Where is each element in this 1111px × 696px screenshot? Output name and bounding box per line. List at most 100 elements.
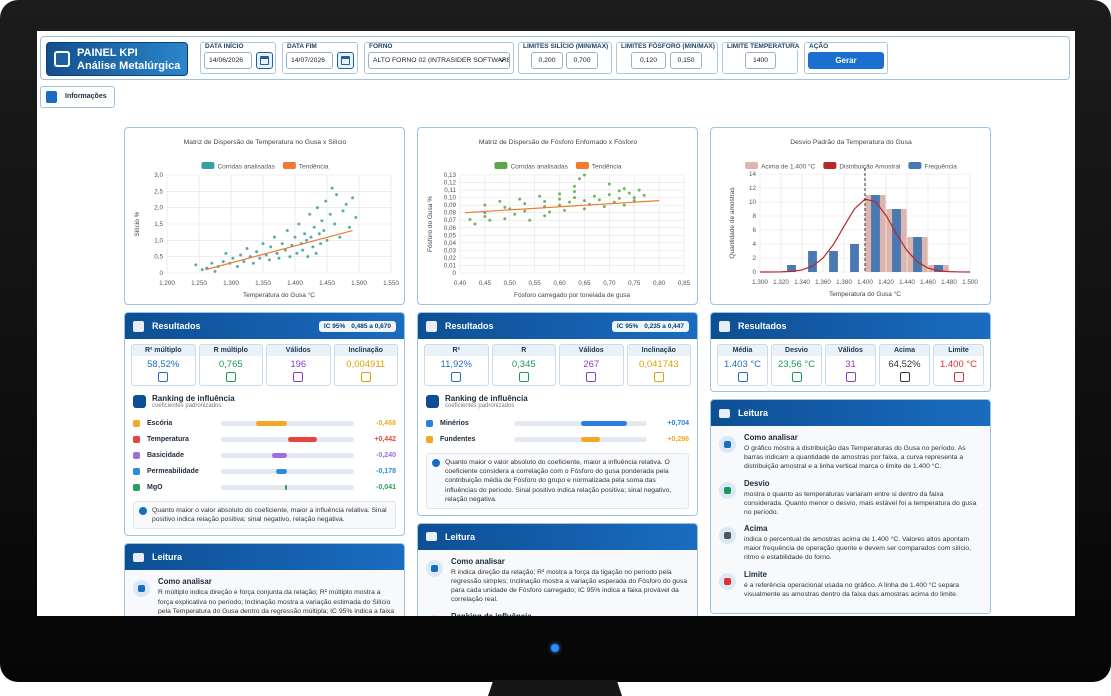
calendar-button[interactable] (256, 52, 273, 69)
scatter-point (267, 258, 271, 262)
x-tick-label: 1.420 (878, 279, 894, 286)
legend-label: Distribuição Amostral (839, 164, 901, 171)
y-tick-label: 2,5 (154, 188, 163, 195)
ranking-icon (133, 395, 146, 408)
scatter-point (235, 264, 239, 268)
scatter-point (528, 218, 532, 222)
scatter-point (335, 193, 339, 197)
metric-tile: Média 1.403 °C (717, 344, 768, 386)
monitor-stand (488, 680, 622, 696)
reading-title: Leitura (445, 531, 476, 542)
reading-header: Leitura (125, 544, 404, 571)
y-tick-label: 0,03 (444, 247, 457, 254)
histogram-bar (892, 209, 901, 272)
scatter-point (280, 242, 284, 246)
metric-label: Limite (934, 345, 983, 356)
filter-input[interactable]: 0,150 (670, 52, 702, 69)
filter-input[interactable]: 0,700 (566, 52, 598, 69)
filter-input[interactable]: 0,120 (631, 52, 666, 69)
legend-label: Frequência (924, 164, 957, 171)
info-button[interactable]: Informações (40, 86, 115, 108)
reading-item: Como analisar O gráfico mostra a distribu… (719, 433, 982, 472)
y-axis-label: Quantidade de amostras (729, 187, 736, 259)
y-tick-label: 14 (749, 171, 757, 178)
generate-button[interactable]: Gerar (808, 52, 884, 69)
scatter-point (221, 260, 225, 264)
scatter-point (483, 203, 487, 207)
x-tick-label: 1.300 (223, 280, 239, 287)
metric-value: 58,52% (147, 359, 180, 370)
filter-input[interactable]: 14/07/2026 (286, 52, 333, 69)
metric-tile: Limite 1.400 °C (933, 344, 984, 386)
metric-label: Acima (880, 345, 929, 356)
results-header: Resultados (711, 313, 990, 339)
filter-input[interactable]: 0,200 (531, 52, 563, 69)
scatter-point (642, 193, 646, 197)
scatter-point (607, 182, 611, 186)
panel-column: Matriz de Dispersão de Temperatura no Gu… (124, 127, 405, 616)
x-tick-label: 0,45 (479, 280, 492, 287)
metric-label: Inclinação (627, 345, 690, 356)
reading-item-title: Como analisar (451, 556, 505, 566)
ranking-row: Basicidade -0,240 (133, 447, 396, 463)
legend-label: Tendência (592, 164, 622, 171)
ranking-name: Permeabilidade (147, 467, 199, 475)
ranking-item-icon (426, 435, 433, 443)
metric-value: 0,765 (218, 359, 243, 370)
ranking-item-icon (133, 467, 140, 475)
ranking-item-icon (426, 419, 433, 427)
legend-label: Corridas analisadas (217, 164, 275, 171)
reading-item: Desvio mostra o quanto as temperaturas va… (719, 479, 982, 518)
scatter-point (582, 173, 586, 177)
reading-icon (719, 481, 736, 499)
header-icon (426, 320, 437, 332)
ci-value: 0,485 a 0,670 (351, 322, 391, 330)
reading-header: Leitura (418, 523, 697, 550)
filter-group (804, 42, 888, 74)
calendar-button[interactable] (337, 52, 354, 69)
x-tick-label: 1.440 (899, 279, 915, 286)
x-tick-label: 1.320 (773, 279, 789, 286)
filter-input[interactable]: 14/06/2026 (204, 52, 252, 69)
metric-row: Média 1.403 °C Desvio 23,56 °C Válidos 31 Acim… (711, 339, 990, 391)
scatter-point (592, 194, 596, 198)
scatter-point (468, 217, 472, 221)
metric-tile: Válidos 196 (266, 344, 331, 386)
ci-badge: IC 95% 0,485 a 0,670 (318, 320, 396, 332)
metric-tile: R 0,345 (491, 344, 556, 386)
metric-label: R² múltiplo (132, 345, 195, 356)
metric-value: 196 (290, 359, 307, 370)
filter-input[interactable]: 1400 (745, 52, 776, 69)
x-tick-label: 0,75 (628, 280, 641, 287)
metric-tile: Inclinação 0,041743 (626, 344, 691, 386)
scatter-point (309, 235, 313, 239)
ci-value: 0,235 a 0,447 (644, 322, 684, 330)
results-title: Resultados (445, 321, 494, 331)
y-tick-label: 0 (159, 270, 163, 277)
logo-icon (54, 51, 70, 67)
metric-value: 64,52% (888, 359, 921, 370)
ranking-row: Fundentes +0,296 (426, 431, 689, 447)
scatter-point (597, 198, 601, 202)
metric-icon (225, 372, 236, 382)
y-tick-label: 0,05 (444, 232, 457, 239)
ranking-value: -0,178 (376, 467, 396, 475)
chart-card: Desvio Padrão da Temperatura do Gusa 0 2 4 6… (710, 127, 991, 305)
reading-text-box: Acima indica o percentual de amostras aci… (744, 524, 982, 563)
ranking-item-icon (133, 419, 140, 427)
legend-label: Acima de 1.400 °C (761, 163, 816, 171)
scatter-point (293, 235, 297, 239)
scatter-point (347, 225, 351, 229)
legend-swatch (201, 162, 215, 169)
ranking-bar (284, 484, 288, 490)
filter-input[interactable]: ALTO FORNO 02 (INTRASIDER SOFTWARE) (368, 52, 510, 69)
scatter-point (627, 191, 631, 195)
metric-value: 0,004911 (346, 359, 386, 370)
reading-text-box: Como analisar R indica direção da relação… (451, 557, 689, 605)
note: Quanto maior o valor absoluto do coefici… (426, 453, 689, 509)
ranking-row: MgO -0,041 (133, 479, 396, 495)
filter-group (518, 42, 612, 74)
ranking-track (514, 436, 647, 442)
reading-item-title: Ranking de influência (451, 612, 532, 616)
scatter-point (269, 245, 273, 249)
